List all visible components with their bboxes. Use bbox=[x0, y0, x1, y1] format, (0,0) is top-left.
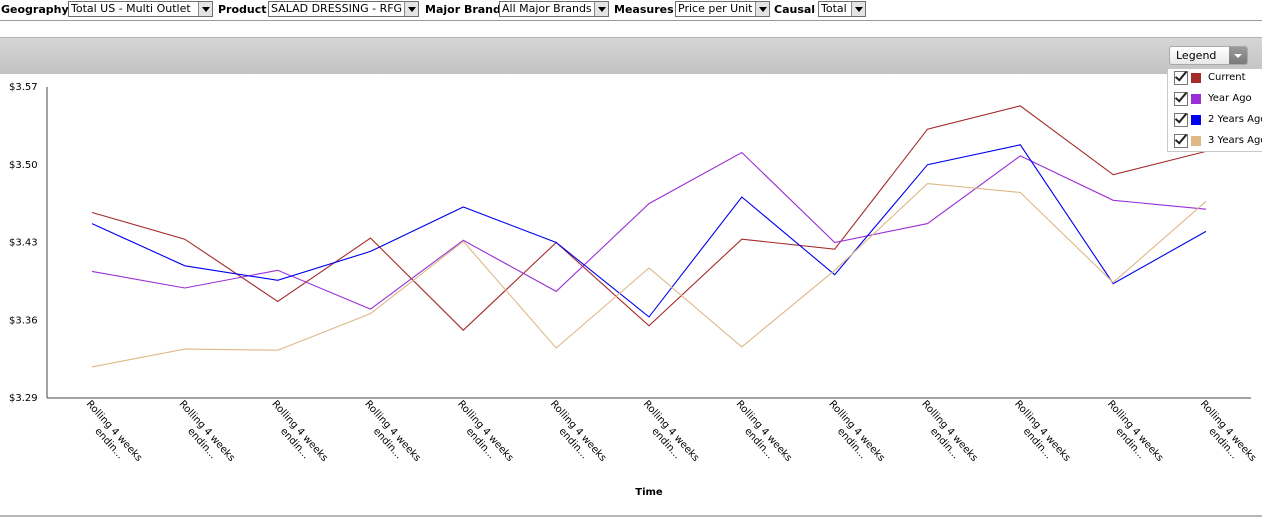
legend-item-3-years-ago[interactable]: 3 Years Ago bbox=[1171, 133, 1262, 151]
legend-swatch-2-years-ago bbox=[1191, 115, 1201, 125]
product-value: SALAD DRESSING - RFG bbox=[271, 2, 403, 15]
x-tick-label: Rolling 4 weeksendin... bbox=[1105, 399, 1165, 464]
geography-value: Total US - Multi Outlet bbox=[71, 2, 191, 15]
geography-select[interactable]: Total US - Multi Outlet bbox=[68, 1, 213, 17]
x-axis-title: Time bbox=[635, 487, 663, 498]
legend-label-2-years-ago: 2 Years Ago bbox=[1208, 114, 1262, 125]
x-tick-label: Rolling 4 weeksendin... bbox=[826, 399, 886, 464]
legend-checkbox-current[interactable] bbox=[1174, 71, 1188, 85]
major-brand-label: Major Brand bbox=[425, 3, 501, 16]
x-tick-label: Rolling 4 weeksendin... bbox=[455, 399, 515, 464]
x-tick-label: Rolling 4 weeksendin... bbox=[362, 399, 422, 464]
series-line-2-years-ago bbox=[91, 144, 1207, 318]
filter-bar: Geography Total US - Multi Outlet Produc… bbox=[0, 0, 1262, 21]
legend-item-current[interactable]: Current bbox=[1171, 70, 1262, 88]
chevron-down-icon[interactable] bbox=[198, 2, 212, 16]
series-line-3-years-ago bbox=[91, 183, 1207, 368]
chevron-down-icon[interactable] bbox=[755, 2, 769, 16]
x-tick-label: Rolling 4 weeksendin... bbox=[919, 399, 979, 464]
chevron-down-icon[interactable] bbox=[594, 2, 608, 16]
x-tick-label: Rolling 4 weeksendin... bbox=[734, 399, 794, 464]
product-select[interactable]: SALAD DRESSING - RFG bbox=[268, 1, 419, 17]
major-brand-select[interactable]: All Major Brands bbox=[499, 1, 609, 17]
legend: Current Year Ago 2 Years Ago 3 Years Ago bbox=[1167, 68, 1262, 152]
legend-swatch-year-ago bbox=[1191, 94, 1201, 104]
chart-header-band bbox=[0, 37, 1262, 74]
legend-checkbox-year-ago[interactable] bbox=[1174, 92, 1188, 106]
major-brand-value: All Major Brands bbox=[502, 2, 592, 15]
measures-label: Measures bbox=[614, 3, 674, 16]
legend-label-year-ago: Year Ago bbox=[1208, 93, 1252, 104]
causal-select[interactable]: Total bbox=[818, 1, 866, 17]
legend-dropdown[interactable]: Legend bbox=[1169, 46, 1248, 65]
measures-select[interactable]: Price per Unit bbox=[675, 1, 770, 17]
y-tick-label: $3.43 bbox=[9, 238, 38, 249]
legend-item-year-ago[interactable]: Year Ago bbox=[1171, 91, 1262, 109]
x-tick-label: Rolling 4 weeksendin... bbox=[269, 399, 329, 464]
bottom-divider bbox=[0, 515, 1262, 517]
causal-value: Total bbox=[821, 2, 847, 15]
y-tick-label: $3.36 bbox=[9, 315, 38, 326]
x-tick-label: Rolling 4 weeksendin... bbox=[1198, 399, 1258, 464]
measures-value: Price per Unit bbox=[678, 2, 753, 15]
series-line-year-ago bbox=[91, 151, 1207, 310]
x-tick-label: Rolling 4 weeksendin... bbox=[177, 399, 237, 464]
product-label: Product bbox=[218, 3, 267, 16]
legend-checkbox-3-years-ago[interactable] bbox=[1174, 134, 1188, 148]
y-tick-label: $3.57 bbox=[9, 82, 38, 93]
y-tick-label: $3.50 bbox=[9, 160, 38, 171]
chevron-down-icon[interactable] bbox=[1229, 47, 1247, 64]
geography-label: Geography bbox=[1, 3, 69, 16]
chevron-down-icon[interactable] bbox=[404, 2, 418, 16]
legend-label-current: Current bbox=[1208, 72, 1246, 83]
series-line-current bbox=[91, 105, 1207, 331]
causal-label: Causal bbox=[774, 3, 816, 16]
y-tick-label: $3.29 bbox=[9, 393, 38, 404]
legend-checkbox-2-years-ago[interactable] bbox=[1174, 113, 1188, 127]
chevron-down-icon[interactable] bbox=[851, 2, 865, 16]
x-tick-label: Rolling 4 weeksendin... bbox=[1012, 399, 1072, 464]
x-tick-label: Rolling 4 weeksendin... bbox=[84, 399, 144, 464]
x-tick-label: Rolling 4 weeksendin... bbox=[641, 399, 701, 464]
legend-item-2-years-ago[interactable]: 2 Years Ago bbox=[1171, 112, 1262, 130]
legend-swatch-current bbox=[1191, 73, 1201, 83]
legend-dropdown-label: Legend bbox=[1176, 49, 1217, 62]
legend-swatch-3-years-ago bbox=[1191, 136, 1201, 146]
legend-label-3-years-ago: 3 Years Ago bbox=[1208, 135, 1262, 146]
x-tick-label: Rolling 4 weeksendin... bbox=[548, 399, 608, 464]
